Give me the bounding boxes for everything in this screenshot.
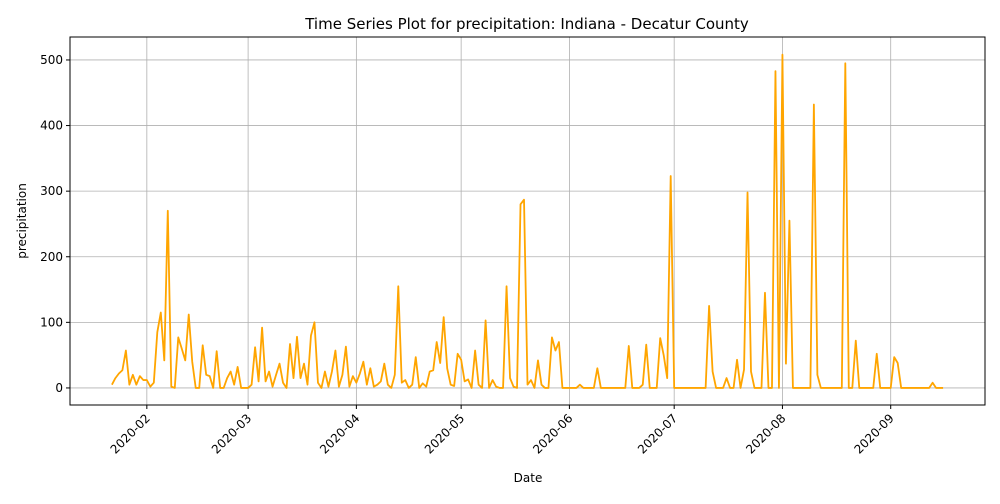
y-tick-label: 400 [40,119,63,133]
y-tick-label: 200 [40,250,63,264]
y-tick-label: 300 [40,184,63,198]
plot-frame [69,36,986,406]
x-axis-label: Date [514,471,543,485]
y-tick-label: 500 [40,53,63,67]
y-axis-label: precipitation [15,183,29,259]
chart-title: Time Series Plot for precipitation: Indi… [304,15,749,33]
y-tick-label: 100 [40,315,63,329]
y-tick-label: 0 [55,381,63,395]
data-line [111,53,944,389]
